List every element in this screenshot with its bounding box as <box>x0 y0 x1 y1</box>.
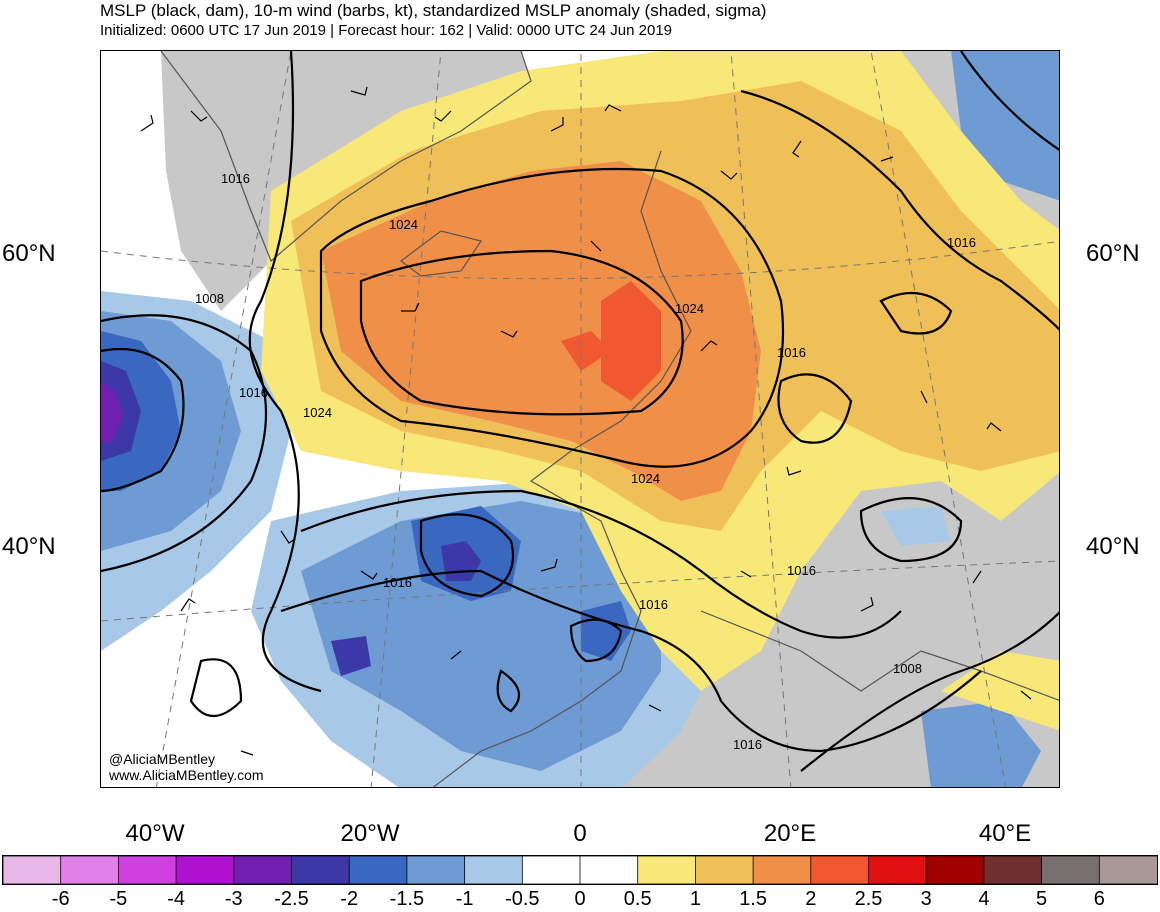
colorbar-swatch <box>752 856 812 885</box>
colorbar-tick-label: 1.5 <box>739 888 767 910</box>
colorbar-swatch <box>3 856 62 885</box>
colorbar <box>2 855 1158 885</box>
colorbar-swatch <box>579 856 639 885</box>
lon-label-0: 0 <box>573 820 587 847</box>
isobar-label: 1016 <box>639 597 668 612</box>
isobar-label: 1008 <box>893 661 922 676</box>
colorbar-swatch <box>521 856 581 885</box>
isobar-label: 1016 <box>239 385 268 400</box>
wind-barbs <box>140 86 1032 756</box>
colorbar-swatch <box>983 856 1043 885</box>
middle-east-low <box>921 701 1041 787</box>
isobars <box>101 51 1059 772</box>
colorbar-tick-label: 0 <box>574 888 586 910</box>
lat-label-40n-right: 40°N <box>1086 533 1140 560</box>
isobar-label: 1016 <box>221 171 250 186</box>
atlantic-low-core3 <box>101 381 123 443</box>
isobar-label: 1016 <box>383 575 412 590</box>
colorbar-swatch <box>118 856 178 885</box>
lon-label-40w: 40°W <box>125 820 185 847</box>
colorbar-swatch <box>925 856 985 885</box>
colorbar-swatch <box>695 856 755 885</box>
lat-label-60n-right: 60°N <box>1086 240 1140 267</box>
credit-handle: @AliciaMBentley <box>109 751 216 767</box>
colorbar-tick-label: 5 <box>1036 888 1048 910</box>
isobar-label: 1016 <box>733 737 762 752</box>
positive-anomaly-shading <box>261 51 1059 731</box>
colorbar-tick-label: -6 <box>51 888 70 910</box>
map-canvas: 1016 1024 1008 1016 1024 1024 1024 1016 … <box>101 51 1059 787</box>
isobar-label: 1024 <box>389 217 418 232</box>
lon-label-20e: 20°E <box>763 820 817 847</box>
credit-url: www.AliciaMBentley.com <box>109 767 264 783</box>
colorbar-swatches <box>3 856 1158 885</box>
atlantic-small-low <box>331 636 371 676</box>
colorbar-tick-label: -0.5 <box>505 888 540 910</box>
colorbar-swatch <box>1041 856 1101 885</box>
iberia-low-mid <box>301 501 661 771</box>
colorbar-swatch <box>60 856 120 885</box>
lat-label-40n-left: 40°N <box>2 533 56 560</box>
isobar-label: 1016 <box>787 563 816 578</box>
colorbar-swatch <box>1098 856 1158 885</box>
lon-label-20w: 20°W <box>340 820 400 847</box>
isobar-label: 1016 <box>777 345 806 360</box>
map-title: MSLP (black, dam), 10-m wind (barbs, kt)… <box>100 1 767 20</box>
colorbar-swatch <box>175 856 235 885</box>
coastlines <box>160 51 1059 787</box>
high-15 <box>321 161 761 501</box>
colorbar-tick-label: -2 <box>340 888 359 910</box>
isobar-labels: 1016 1024 1008 1016 1024 1024 1024 1016 … <box>195 171 976 752</box>
colorbar-tick-label: -5 <box>109 888 128 910</box>
colorbar-tick-label: 2.5 <box>854 888 883 910</box>
colorbar-tick-label: -2.5 <box>274 888 309 910</box>
colorbar-swatch <box>348 856 408 885</box>
high-2 <box>561 331 611 371</box>
colorbar-tick-label: 6 <box>1093 888 1105 910</box>
blacksea-low <box>881 506 951 546</box>
colorbar-swatch <box>868 856 928 885</box>
weather-map: 1016 1024 1008 1016 1024 1024 1024 1016 … <box>100 50 1060 788</box>
colorbar-swatch <box>406 856 466 885</box>
colorbar-tick-label: -1.5 <box>389 888 425 910</box>
colorbar-tick-label: 1 <box>689 888 701 910</box>
colorbar-tick-label: 2 <box>805 888 817 910</box>
colorbar-tick-label: 0.5 <box>623 888 652 910</box>
colorbar-swatch <box>291 856 351 885</box>
isobar-label: 1016 <box>947 235 976 250</box>
colorbar-tick-label: -4 <box>167 888 185 910</box>
isobar-label: 1024 <box>303 405 332 420</box>
graticule <box>101 51 1059 787</box>
colorbar-tick-label: -1 <box>455 888 474 910</box>
lon-label-40e: 40°E <box>978 820 1032 847</box>
colorbar-tick-label: 3 <box>920 888 932 910</box>
ne-low <box>951 51 1059 201</box>
isobar-label: 1008 <box>195 291 224 306</box>
map-subtitle: Initialized: 0600 UTC 17 Jun 2019 | Fore… <box>100 22 673 39</box>
lat-label-60n-left: 60°N <box>2 240 56 267</box>
isobar-label: 1024 <box>631 471 660 486</box>
med-low <box>581 601 631 661</box>
high-se <box>941 651 1059 731</box>
colorbar-tick-label: 4 <box>978 888 990 910</box>
colorbar-swatch <box>637 856 697 885</box>
high-2b <box>601 281 661 401</box>
colorbar-swatch <box>464 856 524 885</box>
colorbar-tick-label: -3 <box>224 888 243 910</box>
colorbar-swatch <box>810 856 870 885</box>
colorbar-swatch <box>233 856 293 885</box>
isobar-label: 1024 <box>675 301 704 316</box>
